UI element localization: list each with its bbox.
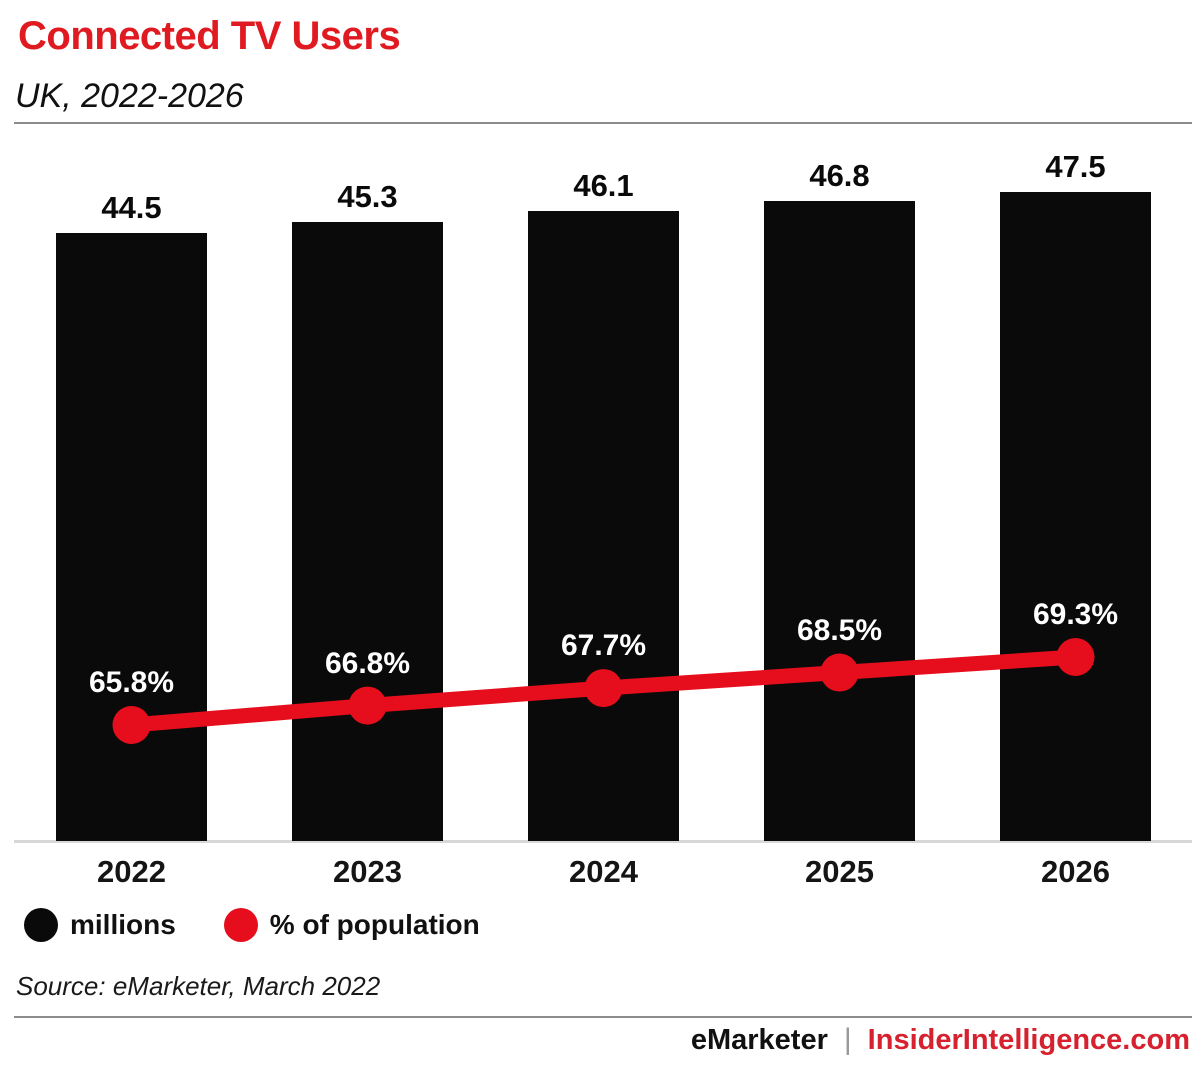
pct-label-2022: 65.8% [88, 666, 175, 699]
footer: eMarketer | InsiderIntelligence.com [691, 1022, 1190, 1058]
x-axis-label-2026: 2026 [1041, 854, 1110, 889]
legend: millions % of population [24, 908, 480, 942]
x-axis-label-2022: 2022 [97, 854, 166, 889]
footer-separator: | [843, 1023, 852, 1056]
legend-label: millions [70, 909, 176, 940]
bar-value-label-2026: 47.5 [1045, 148, 1106, 184]
x-axis-label-2025: 2025 [805, 854, 874, 889]
chart-subtitle: UK, 2022-2026 [15, 77, 244, 115]
pct-dot-2022 [112, 706, 151, 744]
pct-label-2025: 68.5% [796, 613, 883, 647]
pct-label-2024: 67.7% [560, 629, 647, 663]
legend-label: % of population [269, 909, 480, 940]
pct-dot-2024 [584, 669, 623, 708]
pct-dot-2023 [348, 686, 387, 725]
bar-value-label-2025: 46.8 [809, 158, 870, 194]
legend-swatch-icon [223, 908, 258, 942]
legend-item-millions: millions [24, 908, 176, 942]
pct-label-2023: 66.8% [324, 646, 411, 680]
bar-2023 [292, 221, 443, 841]
x-axis-line [14, 840, 1192, 843]
bar-value-label-2022: 44.5 [101, 189, 162, 225]
legend-item--of-population: % of population [223, 908, 480, 942]
chart-title: Connected TV Users [18, 14, 401, 58]
bar-2022 [56, 232, 207, 841]
x-axis-label-2023: 2023 [333, 854, 402, 889]
bar-value-label-2024: 46.1 [573, 168, 634, 204]
top-divider [14, 122, 1192, 124]
legend-swatch-icon [24, 908, 58, 942]
bar-2026 [1000, 191, 1151, 841]
pct-label-2026: 69.3% [1032, 598, 1119, 631]
bottom-divider [14, 1016, 1192, 1018]
pct-dot-2025 [820, 653, 859, 692]
x-axis-label-2024: 2024 [569, 854, 638, 889]
bar-value-label-2023: 45.3 [337, 178, 398, 214]
footer-brand-emarketer: eMarketer [690, 1024, 828, 1056]
bar-2024 [528, 211, 679, 841]
pct-line [130, 649, 1076, 733]
bar-2025 [764, 201, 915, 841]
source-note: Source: eMarketer, March 2022 [16, 971, 381, 1001]
pct-dot-2026 [1056, 638, 1095, 676]
footer-site-link[interactable]: InsiderIntelligence.com [867, 1024, 1190, 1056]
